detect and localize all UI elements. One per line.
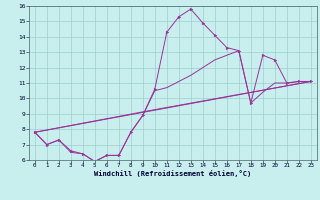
X-axis label: Windchill (Refroidissement éolien,°C): Windchill (Refroidissement éolien,°C) <box>94 170 252 177</box>
